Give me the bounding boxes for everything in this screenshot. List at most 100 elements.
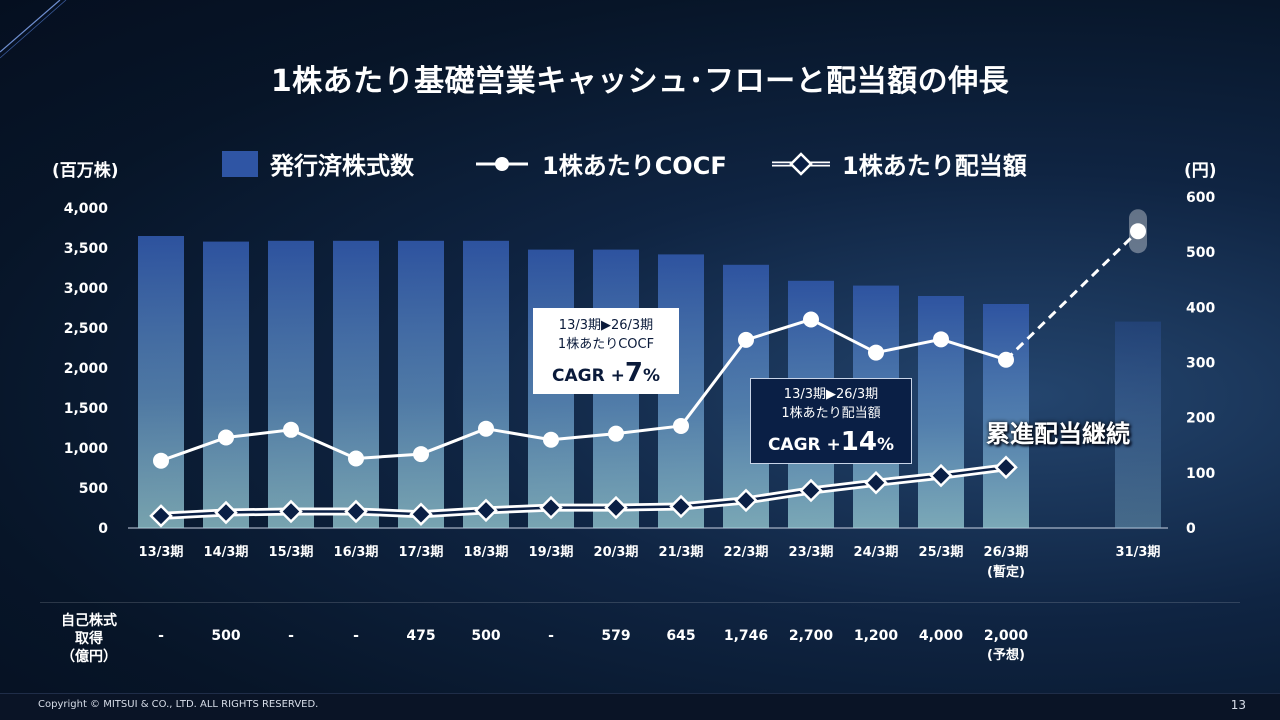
dividend-callout-cagr: CAGR +14%	[751, 427, 911, 457]
cocf-point	[153, 452, 169, 469]
buyback-value: 500	[471, 628, 501, 644]
buyback-value: 475	[406, 628, 436, 644]
shares-bar	[268, 240, 314, 529]
cocf-callout-period: 13/3期▶26/3期	[558, 318, 654, 333]
cocf-forecast-line	[1004, 230, 1140, 361]
cocf-point	[803, 311, 819, 328]
shares-bar	[333, 240, 379, 529]
cocf-point	[348, 450, 364, 467]
right-axis-tick: 200	[1186, 411, 1215, 427]
shares-bar	[1115, 321, 1161, 528]
cocf-point	[738, 331, 754, 348]
category-label: 22/3期	[724, 545, 769, 560]
dividend-point	[344, 499, 368, 524]
buyback-row-label: 自己株式 取得 （億円）	[52, 612, 126, 666]
category-label: 24/3期	[854, 545, 899, 560]
dividend-cagr-callout: 13/3期▶26/3期 1株あたり配当額 CAGR +14%	[750, 378, 912, 464]
category-label: 16/3期	[334, 545, 379, 560]
dividend-point	[604, 495, 628, 520]
buyback-label-line2: 取得	[75, 631, 103, 647]
category-label: 14/3期	[204, 545, 249, 560]
left-axis-tick: 1,000	[64, 441, 109, 457]
left-axis-unit: (百万株)	[52, 161, 119, 181]
shares-bar	[983, 304, 1029, 528]
dividend-point	[279, 499, 303, 524]
legend-shares: 発行済株式数	[222, 146, 414, 181]
cocf-line	[160, 317, 1007, 463]
cocf-cagr-label: CAGR +	[552, 366, 625, 386]
cocf-point	[283, 421, 299, 438]
legend-dividend-label: 1株あたり配当額	[842, 152, 1027, 180]
buyback-value: -	[548, 628, 554, 644]
cocf-point	[998, 351, 1014, 368]
chart-legend: 発行済株式数 1株あたりCOCF 1株あたり配当額	[0, 146, 1280, 180]
progressive-dividend-label: 累進配当継続	[986, 420, 1130, 448]
left-axis-tick: 2,000	[64, 361, 109, 377]
right-axis-tick: 500	[1186, 245, 1215, 261]
legend-dividend: 1株あたり配当額	[772, 146, 1027, 181]
legend-cocf: 1株あたりCOCF	[476, 146, 727, 181]
cocf-cagr-pct: %	[642, 366, 660, 386]
right-axis-tick: 0	[1186, 521, 1196, 537]
dividend-point	[864, 470, 888, 495]
category-label: 15/3期	[269, 545, 314, 560]
buyback-value: 500	[211, 628, 241, 644]
buyback-value: 1,746	[723, 628, 769, 644]
buyback-value: -	[288, 628, 294, 644]
cocf-callout-metric: 1株あたりCOCF	[557, 337, 655, 352]
cocf-point	[543, 431, 559, 448]
cocf-callout-cagr: CAGR +7%	[533, 358, 679, 388]
dividend-point	[669, 494, 693, 519]
buyback-label-line1: 自己株式	[61, 613, 117, 629]
legend-bar-swatch	[222, 150, 258, 177]
shares-bar	[918, 296, 964, 528]
buyback-value-note: (予想)	[987, 648, 1025, 663]
cocf-point	[673, 417, 689, 434]
category-label: 17/3期	[399, 545, 444, 560]
cocf-point	[218, 429, 234, 446]
dividend-callout-period: 13/3期▶26/3期	[783, 387, 879, 402]
category-label: 26/3期	[984, 545, 1029, 560]
cocf-point	[1130, 223, 1146, 240]
page-number: 13	[1230, 698, 1246, 712]
buyback-value: 645	[666, 628, 696, 644]
right-axis-tick: 300	[1186, 356, 1215, 372]
cocf-point	[868, 344, 884, 361]
left-axis-tick: 1,500	[64, 401, 109, 417]
dividend-point	[799, 478, 823, 503]
buyback-label-line3: （億円）	[61, 649, 117, 665]
category-label: 19/3期	[529, 545, 574, 560]
dividend-point	[929, 463, 953, 488]
section-divider	[40, 602, 1240, 603]
cocf-point	[413, 446, 429, 463]
footer: Copyright © MITSUI & CO., LTD. ALL RIGHT…	[0, 693, 1280, 720]
shares-bar	[203, 241, 249, 528]
cocf-cagr-value: 7	[624, 358, 643, 388]
legend-shares-label: 発行済株式数	[270, 152, 414, 180]
dividend-callout-metric: 1株あたり配当額	[781, 406, 881, 421]
cocf-point	[608, 425, 624, 442]
dividend-point	[994, 455, 1018, 480]
dividend-cagr-label: CAGR +	[767, 435, 841, 455]
dividend-point	[734, 488, 758, 513]
category-label: 31/3期	[1116, 545, 1161, 560]
buyback-value: -	[353, 628, 359, 644]
category-label: 25/3期	[919, 545, 964, 560]
page-title: 1株あたり基礎営業キャッシュ･フローと配当額の伸長	[270, 64, 1010, 99]
corner-decoration	[0, 0, 67, 59]
cocf-cagr-callout: 13/3期▶26/3期 1株あたりCOCF CAGR +7%	[533, 308, 679, 394]
category-label: 23/3期	[789, 545, 834, 560]
dividend-point	[539, 495, 563, 520]
left-axis-tick: 2,500	[64, 321, 109, 337]
left-axis-tick: 4,000	[64, 201, 109, 217]
right-axis-tick: 400	[1186, 300, 1215, 316]
category-label: 13/3期	[139, 545, 184, 560]
dividend-cagr-pct: %	[876, 435, 895, 455]
category-label: 18/3期	[464, 545, 509, 560]
category-label: 21/3期	[659, 545, 704, 560]
buyback-value: 4,000	[918, 628, 964, 644]
buyback-value: 2,700	[788, 628, 834, 644]
cocf-point	[933, 331, 949, 348]
dividend-cagr-value: 14	[840, 427, 877, 457]
